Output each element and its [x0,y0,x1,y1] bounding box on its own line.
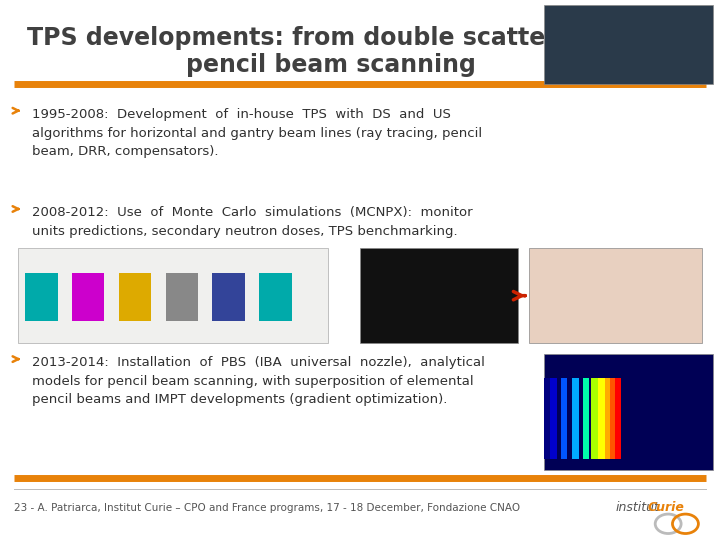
Bar [560,378,567,459]
Text: 2008-2012:  Use  of  Monte  Carlo  simulations  (MCNPX):  monitor
units predicti: 2008-2012: Use of Monte Carlo simulation… [32,206,473,238]
Bar [550,378,557,459]
FancyBboxPatch shape [544,354,713,470]
Bar [72,273,104,321]
Bar [544,378,550,459]
Bar [166,273,198,321]
Text: Curie: Curie [648,501,685,514]
Text: institut: institut [616,501,660,514]
Bar [598,378,605,459]
Bar [119,273,151,321]
Bar [582,378,589,459]
Text: TPS developments: from double scattering to: TPS developments: from double scattering… [27,26,635,50]
Bar [610,378,616,459]
Bar [591,378,598,459]
FancyBboxPatch shape [544,5,713,84]
Bar [25,273,58,321]
Bar [615,378,621,459]
Bar [572,378,579,459]
Text: 1995-2008:  Development  of  in-house  TPS  with  DS  and  US
algorithms for hor: 1995-2008: Development of in-house TPS w… [32,108,482,158]
FancyBboxPatch shape [18,248,328,343]
Text: 2013-2014:  Installation  of  PBS  (IBA  universal  nozzle),  analytical
models : 2013-2014: Installation of PBS (IBA univ… [32,356,485,407]
FancyBboxPatch shape [360,248,518,343]
Text: 23 - A. Patriarca, Institut Curie – CPO and France programs, 17 - 18 December, F: 23 - A. Patriarca, Institut Curie – CPO … [14,503,521,512]
Bar [212,273,245,321]
Text: pencil beam scanning: pencil beam scanning [186,53,476,77]
FancyBboxPatch shape [529,248,702,343]
Bar [259,273,292,321]
Bar [605,378,611,459]
